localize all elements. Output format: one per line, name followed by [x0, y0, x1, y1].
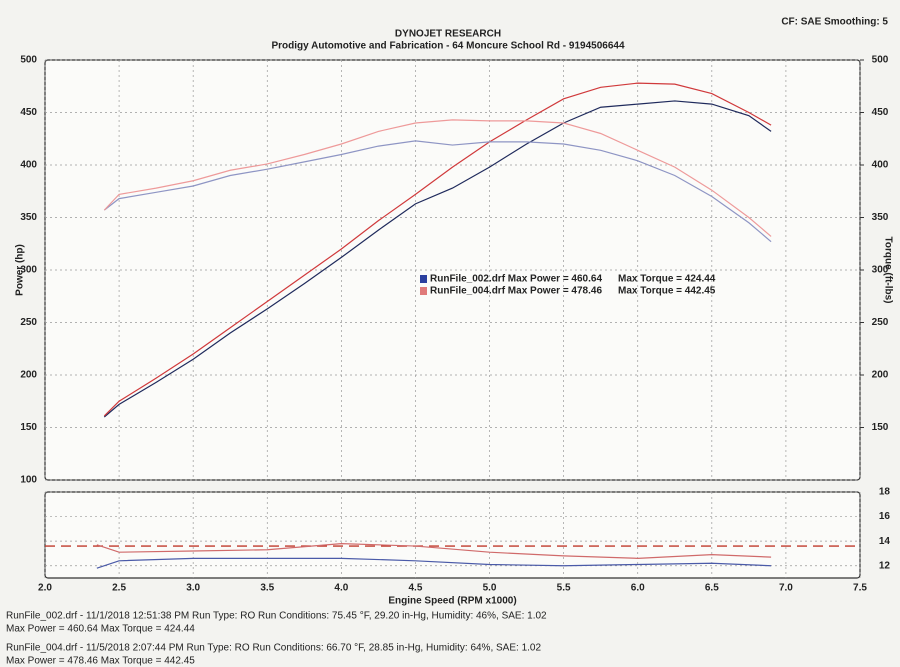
- y-axis-label: Power (hp): [15, 244, 26, 296]
- run-info: RunFile_002.drf - 11/1/2018 12:51:38 PM …: [6, 611, 547, 622]
- x-tick-label: 4.0: [334, 583, 348, 594]
- chart-title: DYNOJET RESEARCH: [395, 29, 501, 40]
- x-tick-label: 7.5: [853, 583, 867, 594]
- y2-axis-label: Torque (ft-lbs): [882, 236, 893, 303]
- series-line: [96, 542, 772, 559]
- x-tick-label: 4.5: [409, 583, 423, 594]
- run-info: RunFile_004.drf - 11/5/2018 2:07:44 PM R…: [6, 643, 541, 654]
- series-line: [103, 140, 772, 243]
- y-tick-label: 400: [20, 160, 37, 171]
- y-tick-label: 12: [879, 560, 891, 571]
- x-tick-label: 5.0: [483, 583, 497, 594]
- x-tick-label: 3.5: [260, 583, 274, 594]
- y2-tick-label: 150: [872, 422, 889, 433]
- x-tick-label: 2.0: [38, 583, 52, 594]
- y2-tick-label: 300: [872, 265, 889, 276]
- y2-tick-label: 250: [872, 317, 889, 328]
- series-line: [103, 119, 772, 237]
- y2-tick-label: 350: [872, 212, 889, 223]
- y-tick-label: 200: [20, 370, 37, 381]
- x-tick-label: 3.0: [186, 583, 200, 594]
- run-max: Max Power = 460.64 Max Torque = 424.44: [6, 624, 195, 635]
- series-line: [103, 82, 772, 417]
- y-tick-label: 450: [20, 107, 37, 118]
- y-tick-label: 350: [20, 212, 37, 223]
- series-line: [103, 100, 772, 418]
- chart-subtitle: Prodigy Automotive and Fabrication - 64 …: [271, 41, 624, 52]
- plot-area: [44, 491, 861, 579]
- y2-tick-label: 400: [872, 160, 889, 171]
- settings: CF: SAE Smoothing: 5: [781, 17, 888, 28]
- legend-swatch: [420, 287, 427, 295]
- y-tick-label: 18: [879, 487, 891, 498]
- x-tick-label: 6.5: [705, 583, 719, 594]
- series-line: [96, 557, 772, 569]
- run-max: Max Power = 478.46 Max Torque = 442.45: [6, 656, 195, 667]
- y-tick-label: 16: [879, 511, 891, 522]
- x-tick-label: 6.0: [631, 583, 645, 594]
- x-axis-label: Engine Speed (RPM x1000): [388, 596, 516, 607]
- y-tick-label: 150: [20, 422, 37, 433]
- legend-label: Max Torque = 442.45: [618, 286, 716, 297]
- legend-label: RunFile_002.drf Max Power = 460.64: [430, 274, 602, 285]
- y2-tick-label: 200: [872, 370, 889, 381]
- legend-swatch: [420, 275, 427, 283]
- y2-tick-label: 450: [872, 107, 889, 118]
- plot-area: [44, 59, 861, 481]
- legend-label: RunFile_004.drf Max Power = 478.46: [430, 286, 602, 297]
- legend-label: Max Torque = 424.44: [618, 274, 716, 285]
- y-tick-label: 500: [20, 55, 37, 66]
- y-tick-label: 100: [20, 475, 37, 486]
- y-tick-label: 250: [20, 317, 37, 328]
- y-tick-label: 14: [879, 536, 891, 547]
- y-tick-label: 300: [20, 265, 37, 276]
- x-tick-label: 7.0: [779, 583, 793, 594]
- x-tick-label: 2.5: [112, 583, 126, 594]
- x-tick-label: 5.5: [557, 583, 571, 594]
- y2-tick-label: 500: [872, 55, 889, 66]
